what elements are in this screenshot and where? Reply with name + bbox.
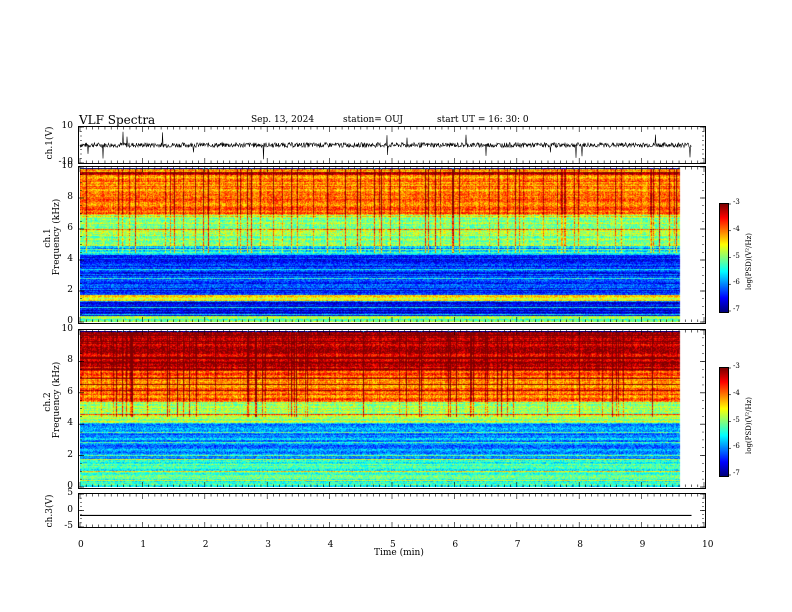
ch1-colorbar-label: log(PSD)(V²/Hz) [745, 233, 753, 290]
ch1-waveform-line [79, 131, 692, 160]
date-label: Sep. 13, 2024 [251, 115, 315, 125]
station-label: station= OUJ [343, 115, 404, 125]
y-tick-label-10: 10 [61, 121, 73, 131]
x-tick-label-8: 8 [577, 540, 583, 550]
x-tick-label-2: 2 [202, 540, 209, 550]
x-tick-label-4: 4 [327, 540, 334, 550]
ch1-colorbar [719, 203, 729, 313]
y-tick-label-10: 10 [61, 324, 73, 334]
y-tick-label-8: 8 [67, 355, 73, 366]
colorbar-tick-label--4: -4 [733, 388, 740, 397]
y-tick-label-2: 2 [67, 285, 73, 295]
ch2-colorbar [719, 367, 729, 477]
y-tick-label--5: -5 [64, 521, 73, 531]
colorbar-tick-label--7: -7 [733, 469, 740, 477]
ch2-colorbar-label: log(PSD)(V²/Hz) [745, 397, 753, 454]
ch3-waveform-ylabel: ch.3(V) [45, 494, 55, 528]
x-tick-label-3: 3 [265, 540, 271, 550]
colorbar-tick-label--4: -4 [733, 224, 740, 233]
y-tick-label-6: 6 [67, 223, 73, 233]
y-tick-label-5: 5 [67, 488, 73, 498]
ch1-spectrogram-ylabel-frequency: Frequency (kHz) [52, 198, 62, 276]
y-tick-label-4: 4 [67, 418, 73, 429]
x-axis-title: Time (min) [374, 548, 424, 558]
x-tick-label-9: 9 [639, 540, 646, 550]
colorbar-tick-label--5: -5 [733, 251, 740, 260]
x-tick-label-10: 10 [702, 540, 714, 550]
x-tick-label-7: 7 [514, 540, 521, 550]
y-tick-label-0: 0 [67, 504, 73, 515]
y-tick-label--10: -10 [58, 157, 74, 167]
colorbar-tick-label--5: -5 [733, 415, 740, 424]
x-tick-label-6: 6 [452, 540, 459, 550]
y-tick-label-10: 10 [61, 161, 73, 171]
ch1-spectrogram-image [80, 168, 692, 322]
colorbar-tick-label--3: -3 [733, 198, 740, 206]
chart-title: VLF Spectra [79, 113, 156, 127]
ch2-spectrogram-ylabel-frequency: Frequency (kHz) [52, 361, 62, 439]
x-tick-label-1: 1 [140, 540, 147, 550]
y-tick-label-0: 0 [67, 481, 73, 491]
ch2-spectrogram-image [80, 331, 692, 487]
colorbar-tick-label--3: -3 [733, 362, 740, 370]
colorbar-tick-label--7: -7 [733, 305, 740, 313]
colorbar-tick-label--6: -6 [733, 278, 740, 287]
colorbar-tick-label--6: -6 [733, 442, 740, 451]
ch1-waveform-ylabel: ch.1(V) [45, 126, 55, 160]
y-tick-label-6: 6 [67, 386, 73, 397]
y-tick-label-8: 8 [67, 192, 73, 202]
start-ut-label: start UT = 16: 30: 0 [437, 115, 529, 125]
y-tick-label-2: 2 [67, 449, 73, 460]
x-tick-label-0: 0 [78, 540, 84, 550]
x-tick-label-5: 5 [390, 540, 396, 550]
y-tick-label-4: 4 [67, 254, 73, 264]
y-tick-label-0: 0 [67, 316, 73, 326]
